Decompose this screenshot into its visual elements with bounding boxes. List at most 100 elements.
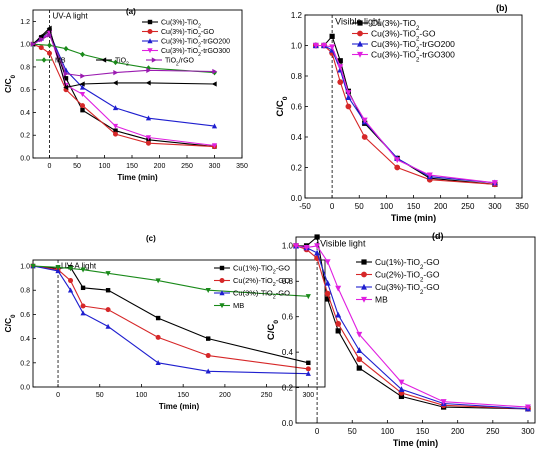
x-tick-label: 50 [73,163,81,170]
data-point [440,399,447,405]
y-tick-label: 1.2 [291,11,303,20]
legend-label: Cu(1%)-TiO2-GO [375,257,440,271]
data-point [67,287,74,293]
data-point [398,386,405,392]
data-point [30,41,36,47]
legend-marker [357,40,363,47]
y-tick-label: 0.2 [20,360,30,367]
plot-frame [295,236,536,424]
x-tick-label: 150 [126,163,138,170]
legend: Cu(1%)-TiO2-GOCu(2%)-TiO2-GOCu(3%)-TiO2-… [356,257,440,304]
series-line [32,34,215,77]
y-tick-label: 0.0 [20,384,30,391]
data-point [314,243,321,250]
x-tick-label: 350 [236,163,248,170]
data-point [361,117,368,124]
data-point [47,50,52,56]
y-tick-label: 0.8 [282,277,294,286]
data-point [398,393,405,400]
data-point [80,51,85,58]
data-point [80,267,86,273]
x-tick-label: -50 [299,202,311,211]
data-point [105,288,111,293]
legend-label: MB [233,301,244,310]
data-point [524,404,531,411]
data-point [80,285,86,291]
data-point [324,290,331,297]
y-tick-label: 0.4 [282,348,294,357]
data-point [303,245,310,251]
series-line [315,44,495,184]
x-tick-label: 0 [56,392,60,399]
data-point [312,42,319,49]
data-point [335,311,342,318]
legend: Cu(3%)-TiO2Cu(3%)-TiO2-GOCu(3%)-TiO2-trG… [352,18,455,63]
legend-marker [361,296,367,303]
legend-label: Cu(3%)-TiO2-trGO300 [161,48,230,58]
legend-label: MB [55,57,66,64]
legend-marker [41,57,47,63]
data-point [212,68,218,75]
x-tick-label: 50 [355,202,364,211]
data-point [361,134,368,140]
data-point [105,307,111,313]
legend-marker [151,57,157,63]
data-point [112,105,119,111]
legend-marker [219,290,225,296]
light-label: UV-A light [53,12,89,21]
data-point [345,90,352,96]
legend-marker [357,51,363,58]
data-point [398,379,405,386]
x-tick-label: 300 [521,427,535,436]
chart-panel-c: 0 50 100 150 200 250 300 0.0 0.2 0.4 0.6 0.8 1.0 Time… [3,234,326,411]
data-point [205,368,211,374]
legend-label: Cu(3%)-TiO2-trGO200 [161,38,230,48]
legend-label: Cu(3%)-TiO2-GO [375,282,440,296]
x-tick-label: 100 [381,427,395,436]
data-point [145,115,152,121]
x-tick-label: 250 [261,392,273,399]
x-tick-label: 100 [136,392,148,399]
series-line [315,44,495,184]
x-tick-label: 200 [434,202,448,211]
data-point [105,323,111,329]
data-point [211,123,218,129]
data-point [63,84,69,91]
data-point [337,64,344,71]
legend-marker [219,265,225,271]
data-point [113,131,118,137]
x-tick-label: 250 [461,202,475,211]
chart-panel-a: 0 50 100 150 200 250 300 350 0.0 0.2 0.4 0.6 0.8 1.0 1… [3,7,248,182]
data-point [324,279,331,286]
x-tick-label: 50 [348,427,357,436]
x-tick-label: 0 [315,427,320,436]
data-point [30,263,36,269]
y-tick-label: 0.8 [291,72,303,81]
x-tick-label: 100 [99,163,111,170]
legend-marker [101,57,107,63]
series-line [32,31,215,127]
data-point [329,44,336,51]
x-axis-title: Time (min) [159,402,200,411]
y-tick-label: 0.4 [291,133,303,142]
y-tick-label: 0.6 [291,102,303,111]
x-tick-label: 200 [451,427,465,436]
panel-label: (d) [432,231,444,241]
data-point [113,70,119,76]
data-point [155,334,161,340]
panel-label: (a) [126,7,136,16]
y-tick-label: 0.4 [20,336,30,343]
y-tick-label: 1.0 [20,263,30,270]
series-1 [293,242,531,412]
y-axis-title: C/C0 [266,320,280,340]
data-point [491,180,498,186]
legend-label: MB [375,294,388,304]
data-point [38,33,44,39]
data-point [79,84,86,90]
data-point [47,32,53,38]
legend-label: Cu(3%)-TiO2 [161,19,201,29]
series-line [32,265,309,370]
legend-marker [147,48,153,54]
data-point [324,259,331,265]
